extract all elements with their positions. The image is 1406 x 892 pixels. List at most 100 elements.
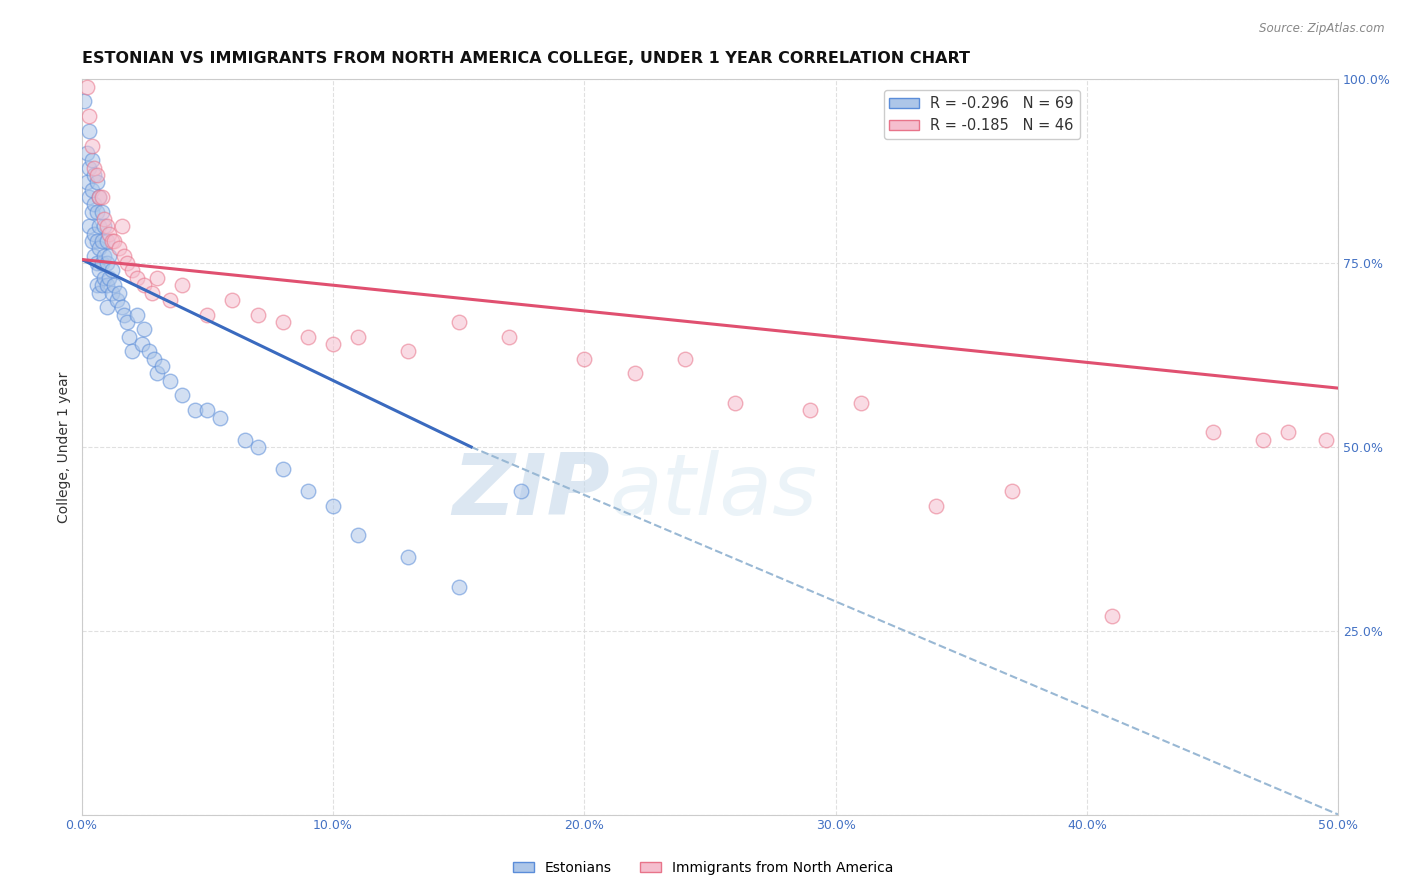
Point xyxy=(80,183,103,197)
Point xyxy=(271,315,294,329)
Point xyxy=(322,499,344,513)
Point xyxy=(510,484,533,499)
Point xyxy=(125,308,148,322)
Point xyxy=(77,219,100,234)
Point xyxy=(131,337,153,351)
Point xyxy=(89,242,111,256)
Point xyxy=(80,138,103,153)
Point xyxy=(80,204,103,219)
Point xyxy=(183,403,205,417)
Point xyxy=(96,278,118,293)
Point xyxy=(77,124,100,138)
Point xyxy=(83,249,105,263)
Point xyxy=(125,270,148,285)
Point xyxy=(96,300,118,314)
Point xyxy=(93,219,115,234)
Point xyxy=(673,351,696,366)
Point xyxy=(77,109,100,123)
Point xyxy=(77,161,100,175)
Point xyxy=(111,300,134,314)
Point xyxy=(1000,484,1022,499)
Point xyxy=(98,270,121,285)
Point xyxy=(195,403,218,417)
Point xyxy=(73,95,96,109)
Point xyxy=(172,388,194,402)
Point xyxy=(221,293,243,307)
Point xyxy=(246,440,269,454)
Point xyxy=(100,285,122,300)
Point xyxy=(103,234,125,248)
Point xyxy=(93,212,115,227)
Text: ESTONIAN VS IMMIGRANTS FROM NORTH AMERICA COLLEGE, UNDER 1 YEAR CORRELATION CHAR: ESTONIAN VS IMMIGRANTS FROM NORTH AMERIC… xyxy=(82,51,970,66)
Point xyxy=(100,263,122,277)
Point xyxy=(86,234,108,248)
Legend: Estonians, Immigrants from North America: Estonians, Immigrants from North America xyxy=(508,855,898,880)
Point xyxy=(83,227,105,241)
Point xyxy=(849,396,872,410)
Point xyxy=(112,249,135,263)
Point xyxy=(447,315,470,329)
Point xyxy=(76,145,98,160)
Point xyxy=(89,190,111,204)
Point xyxy=(297,329,319,343)
Point xyxy=(233,433,256,447)
Point xyxy=(447,580,470,594)
Point xyxy=(98,249,121,263)
Point xyxy=(121,344,143,359)
Point xyxy=(396,550,419,565)
Point xyxy=(195,308,218,322)
Point xyxy=(90,190,112,204)
Point xyxy=(574,351,596,366)
Point xyxy=(1277,425,1299,440)
Point xyxy=(77,190,100,204)
Point xyxy=(80,153,103,168)
Point xyxy=(105,293,128,307)
Point xyxy=(1251,433,1274,447)
Point xyxy=(115,256,138,270)
Point xyxy=(498,329,520,343)
Point xyxy=(90,234,112,248)
Point xyxy=(108,242,131,256)
Point xyxy=(98,227,121,241)
Point xyxy=(146,367,169,381)
Point xyxy=(159,293,181,307)
Point xyxy=(1315,433,1337,447)
Point xyxy=(724,396,747,410)
Point xyxy=(143,351,166,366)
Point xyxy=(121,263,143,277)
Point xyxy=(134,278,156,293)
Point xyxy=(86,256,108,270)
Point xyxy=(159,374,181,388)
Point xyxy=(347,329,370,343)
Point xyxy=(93,270,115,285)
Point xyxy=(83,197,105,211)
Point xyxy=(89,263,111,277)
Point xyxy=(799,403,821,417)
Point xyxy=(76,79,98,94)
Point xyxy=(86,175,108,189)
Point xyxy=(297,484,319,499)
Point xyxy=(90,204,112,219)
Point xyxy=(1101,609,1123,624)
Point xyxy=(90,256,112,270)
Point xyxy=(83,168,105,182)
Point xyxy=(115,315,138,329)
Point xyxy=(96,219,118,234)
Point xyxy=(76,175,98,189)
Point xyxy=(111,219,134,234)
Point xyxy=(150,359,173,373)
Point xyxy=(112,308,135,322)
Point xyxy=(89,285,111,300)
Point xyxy=(86,204,108,219)
Point xyxy=(86,168,108,182)
Point xyxy=(322,337,344,351)
Point xyxy=(89,190,111,204)
Text: Source: ZipAtlas.com: Source: ZipAtlas.com xyxy=(1260,22,1385,36)
Point xyxy=(246,308,269,322)
Point xyxy=(925,499,948,513)
Point xyxy=(146,270,169,285)
Point xyxy=(93,249,115,263)
Point xyxy=(347,528,370,542)
Y-axis label: College, Under 1 year: College, Under 1 year xyxy=(58,371,72,523)
Point xyxy=(89,219,111,234)
